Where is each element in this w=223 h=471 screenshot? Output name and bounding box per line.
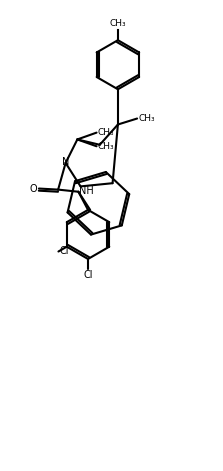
- Text: CH₃: CH₃: [109, 19, 126, 28]
- Text: CH₃: CH₃: [98, 142, 114, 151]
- Text: Cl: Cl: [60, 246, 69, 256]
- Text: O: O: [30, 184, 37, 194]
- Text: CH₃: CH₃: [138, 114, 155, 123]
- Text: N: N: [62, 157, 70, 167]
- Text: NH: NH: [79, 186, 94, 196]
- Text: CH₃: CH₃: [98, 128, 114, 137]
- Text: Cl: Cl: [83, 270, 93, 280]
